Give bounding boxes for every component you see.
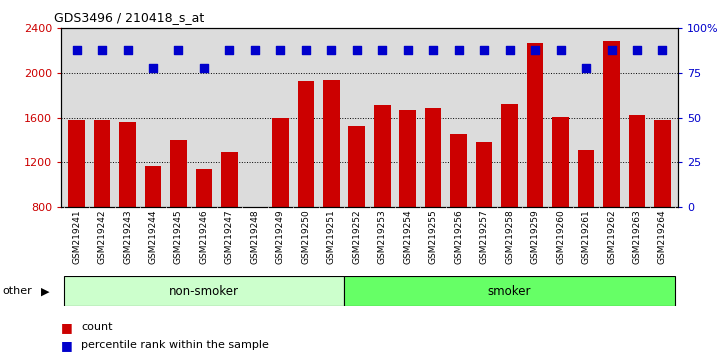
Bar: [298, 81, 314, 207]
Bar: [552, 116, 569, 207]
Point: [580, 65, 592, 70]
Point: [376, 47, 388, 53]
Text: GSM219255: GSM219255: [429, 209, 438, 264]
Point: [402, 47, 413, 53]
Point: [504, 47, 516, 53]
Point: [198, 65, 210, 70]
Text: GSM219257: GSM219257: [479, 209, 489, 264]
Bar: [578, 150, 594, 207]
Point: [275, 47, 286, 53]
Point: [529, 47, 541, 53]
Text: percentile rank within the sample: percentile rank within the sample: [81, 340, 270, 350]
Point: [554, 47, 566, 53]
Bar: [476, 142, 492, 207]
Text: GSM219249: GSM219249: [276, 209, 285, 264]
Point: [453, 47, 464, 53]
Text: GSM219247: GSM219247: [225, 209, 234, 264]
Point: [300, 47, 311, 53]
Bar: [323, 80, 340, 207]
Bar: [195, 169, 212, 207]
Bar: [272, 118, 288, 207]
Point: [478, 47, 490, 53]
Bar: [374, 105, 391, 207]
Text: GSM219263: GSM219263: [632, 209, 642, 264]
Text: GSM219243: GSM219243: [123, 209, 132, 264]
Bar: [654, 120, 671, 207]
Text: GSM219248: GSM219248: [250, 209, 260, 264]
Text: ■: ■: [61, 321, 73, 334]
Point: [97, 47, 108, 53]
Text: GSM219252: GSM219252: [353, 209, 361, 264]
Text: GSM219241: GSM219241: [72, 209, 81, 264]
Point: [606, 47, 617, 53]
Bar: [399, 110, 416, 207]
Text: GSM219264: GSM219264: [658, 209, 667, 264]
Text: GSM219258: GSM219258: [505, 209, 514, 264]
Point: [224, 47, 235, 53]
Bar: [145, 166, 162, 207]
Bar: [348, 126, 365, 207]
Bar: [603, 41, 620, 207]
Text: non-smoker: non-smoker: [169, 285, 239, 298]
Text: GSM219256: GSM219256: [454, 209, 463, 264]
Point: [71, 47, 82, 53]
Bar: [451, 134, 467, 207]
Bar: [221, 152, 238, 207]
Text: GSM219244: GSM219244: [149, 209, 157, 264]
Text: GSM219251: GSM219251: [327, 209, 336, 264]
Text: GDS3496 / 210418_s_at: GDS3496 / 210418_s_at: [54, 11, 204, 24]
Bar: [119, 122, 136, 207]
Text: GSM219259: GSM219259: [531, 209, 539, 264]
Point: [249, 47, 261, 53]
Point: [657, 47, 668, 53]
Bar: [501, 104, 518, 207]
Text: GSM219253: GSM219253: [378, 209, 386, 264]
Bar: [170, 140, 187, 207]
Bar: [64, 276, 344, 306]
Text: GSM219261: GSM219261: [582, 209, 590, 264]
Text: GSM219254: GSM219254: [403, 209, 412, 264]
Point: [326, 47, 337, 53]
Point: [147, 65, 159, 70]
Bar: [629, 115, 645, 207]
Text: ▶: ▶: [41, 286, 50, 296]
Bar: [68, 120, 85, 207]
Bar: [425, 108, 441, 207]
Text: GSM219245: GSM219245: [174, 209, 183, 264]
Text: GSM219242: GSM219242: [97, 209, 107, 264]
Text: GSM219250: GSM219250: [301, 209, 310, 264]
Text: GSM219246: GSM219246: [200, 209, 208, 264]
Text: GSM219260: GSM219260: [556, 209, 565, 264]
Text: other: other: [2, 286, 32, 296]
Point: [631, 47, 642, 53]
Point: [428, 47, 439, 53]
Text: smoker: smoker: [488, 285, 531, 298]
Text: ■: ■: [61, 339, 73, 352]
Text: count: count: [81, 322, 113, 332]
Point: [122, 47, 133, 53]
Point: [351, 47, 363, 53]
Bar: [94, 120, 110, 207]
Text: GSM219262: GSM219262: [607, 209, 616, 264]
Bar: [527, 43, 544, 207]
Bar: [344, 276, 675, 306]
Point: [173, 47, 185, 53]
